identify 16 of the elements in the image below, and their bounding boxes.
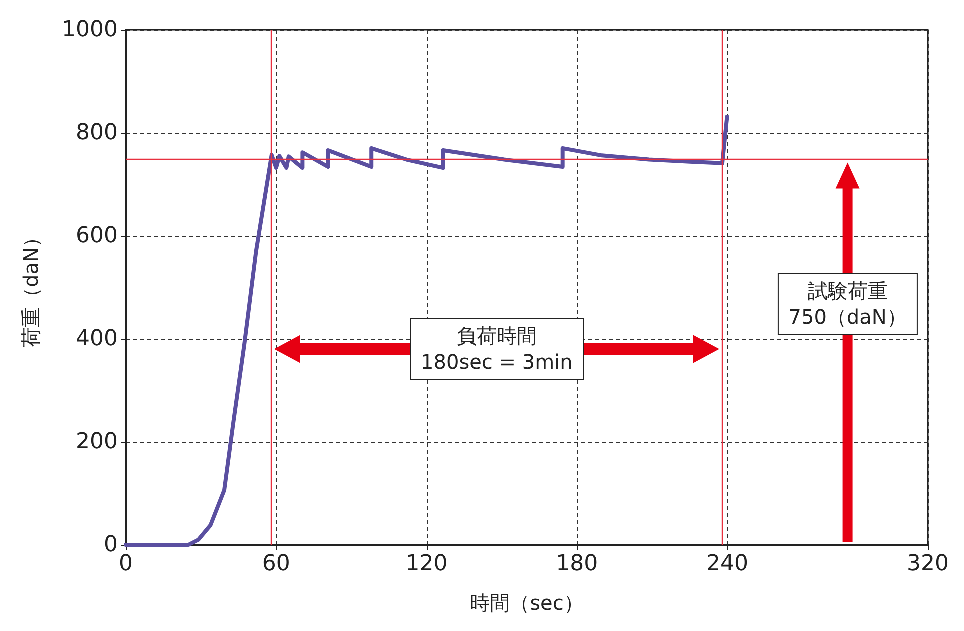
x-tick-label: 320 — [907, 552, 949, 576]
y-tick-label: 600 — [76, 224, 118, 248]
y-tick-label: 800 — [76, 120, 118, 146]
y-tick-label: 200 — [76, 430, 118, 454]
x-tick-label: 240 — [706, 552, 748, 576]
x-tick-label: 120 — [406, 552, 448, 576]
y-tick-label: 0 — [104, 532, 118, 558]
y-tick-label: 400 — [76, 326, 118, 352]
y-axis-title: 荷重（daN） — [19, 228, 43, 348]
x-axis-title: 時間（sec） — [470, 591, 584, 615]
annotation: 試験荷重 750（daN） — [778, 273, 918, 336]
x-tick-label: 60 — [262, 552, 290, 576]
line-series — [124, 115, 730, 547]
x-tick-label: 180 — [556, 552, 598, 576]
annotation: 負荷時間 180sec = 3min — [410, 318, 584, 380]
y-tick-label: 1000 — [62, 18, 118, 42]
